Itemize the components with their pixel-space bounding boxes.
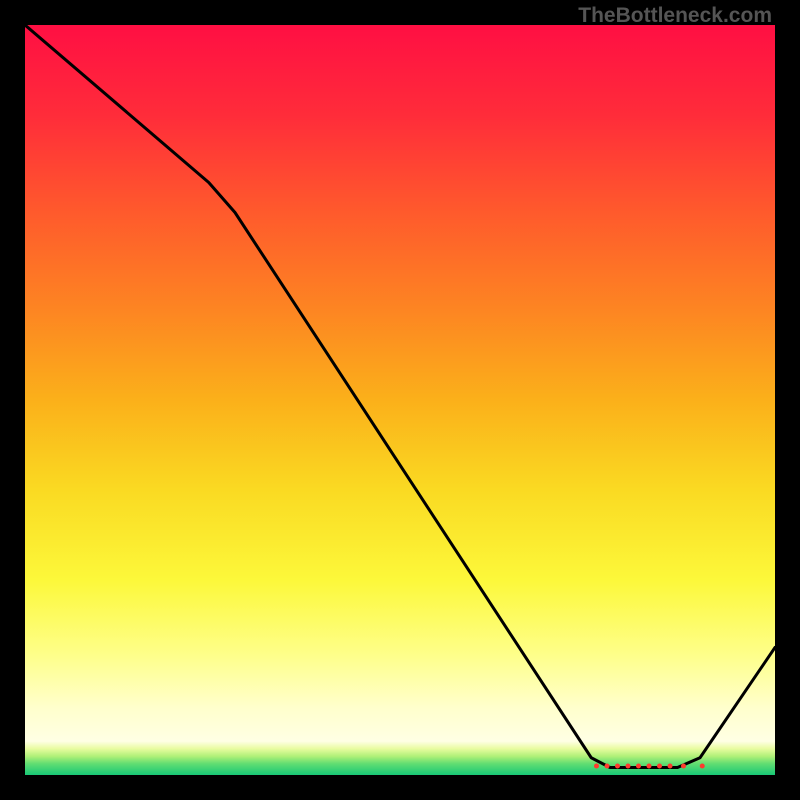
marker-dot xyxy=(700,764,705,769)
data-line xyxy=(25,25,775,768)
marker-dot xyxy=(647,764,652,769)
watermark-text: TheBottleneck.com xyxy=(578,4,772,28)
marker-dot xyxy=(615,764,620,769)
chart-container: TheBottleneck.com xyxy=(0,0,800,800)
marker-dot xyxy=(668,764,673,769)
marker-dot xyxy=(657,764,662,769)
marker-dot xyxy=(605,764,610,769)
marker-dot xyxy=(681,764,686,769)
chart-svg xyxy=(25,25,775,775)
marker-dot xyxy=(626,764,631,769)
marker-dot xyxy=(636,764,641,769)
marker-dot xyxy=(594,764,599,769)
plot-area xyxy=(25,25,775,775)
